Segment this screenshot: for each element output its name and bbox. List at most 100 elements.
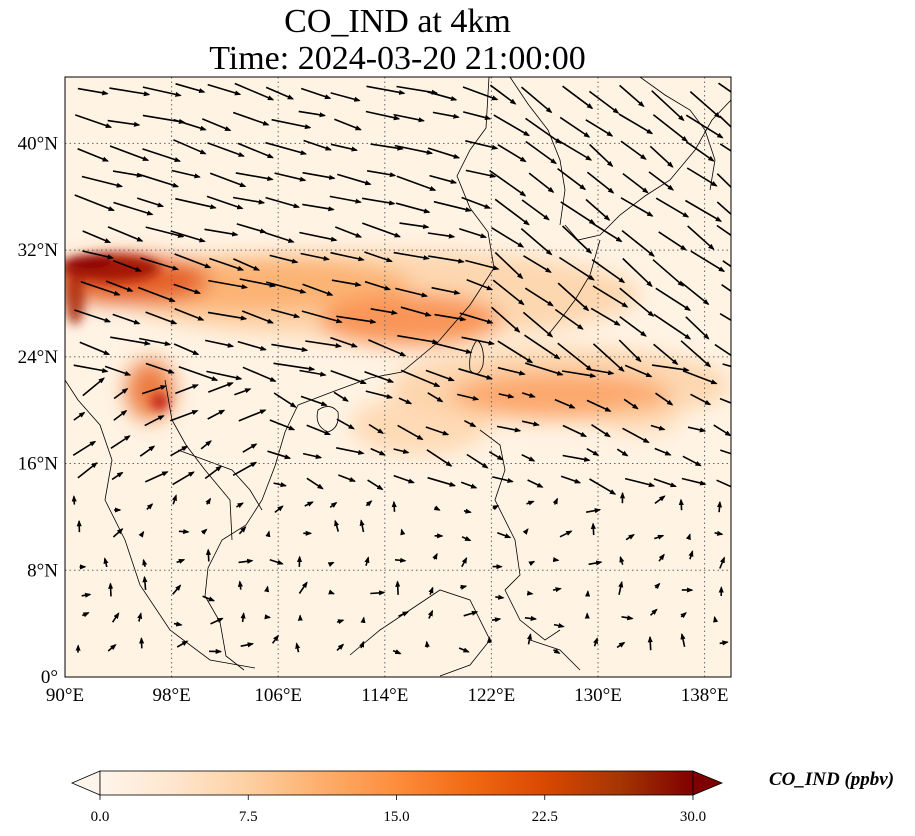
wind-arrow (719, 313, 731, 322)
wind-arrow (79, 341, 111, 356)
wind-arrow (232, 196, 266, 205)
wind-arrow (81, 612, 90, 618)
wind-arrow (204, 228, 239, 237)
wind-arrow (208, 279, 249, 290)
wind-arrow (654, 447, 672, 456)
wind-arrow (491, 306, 521, 333)
wind-arrow (73, 411, 86, 421)
wind-arrow (585, 198, 611, 221)
wind-arrow (172, 584, 182, 595)
wind-arrow (655, 392, 674, 406)
wind-arrow (400, 369, 441, 388)
colorbar-tick-label: 7.5 (239, 809, 258, 825)
wind-arrow (337, 173, 372, 186)
wind-arrow (721, 284, 731, 293)
wind-arrow (139, 445, 156, 457)
wind-arrow (460, 584, 468, 590)
wind-arrow (555, 138, 593, 161)
wind-arrow (427, 147, 461, 159)
wind-arrow (173, 118, 207, 131)
wind-arrow (524, 615, 538, 621)
wind-arrow (658, 553, 665, 562)
wind-arrow (680, 340, 712, 368)
wind-arrow (173, 343, 200, 356)
wind-arrow (620, 197, 654, 217)
wind-arrow (616, 448, 629, 457)
wind-arrow (81, 592, 92, 598)
wind-arrow (77, 462, 98, 479)
wind-arrow (457, 393, 480, 401)
wind-arrow (589, 478, 617, 495)
wind-arrow (364, 556, 370, 566)
wind-arrow (465, 140, 499, 150)
lon-tick-label: 90°E (46, 685, 84, 706)
wind-arrow (146, 503, 154, 510)
wind-arrow (716, 201, 731, 216)
wind-arrow (366, 170, 397, 178)
wind-arrow (654, 495, 666, 505)
wind-arrow (205, 339, 235, 348)
wind-arrow (82, 377, 105, 397)
wind-arrow (204, 465, 223, 480)
wind-arrow (111, 612, 120, 623)
wind-arrow (176, 558, 186, 564)
wind-arrow (680, 632, 686, 647)
lat-tick-label: 40°N (18, 133, 59, 154)
wind-arrow (619, 84, 645, 108)
wind-arrow (265, 530, 271, 538)
wind-arrow (298, 581, 308, 594)
longitude-labels: 90°E 98°E 106°E 114°E 122°E 130°E 138°E (46, 685, 729, 706)
wind-arrow (178, 529, 190, 535)
lat-tick-label: 24°N (18, 347, 59, 368)
wind-arrow (424, 640, 430, 648)
wind-arrow (718, 82, 731, 93)
wind-arrow (107, 643, 117, 652)
wind-arrow (562, 85, 594, 110)
wind-arrow (648, 171, 675, 191)
wind-arrow (207, 409, 226, 420)
wind-arrow (525, 117, 562, 144)
wind-arrow (650, 424, 666, 431)
wind-arrow (112, 170, 144, 178)
wind-arrow (301, 310, 343, 324)
wind-arrow (588, 90, 620, 114)
wind-arrow (526, 500, 535, 506)
wind-arrow (175, 197, 217, 210)
wind-arrow (336, 418, 355, 430)
wind-arrow (105, 280, 134, 292)
wind-arrow (495, 594, 505, 600)
wind-arrow (653, 313, 692, 340)
wind-arrow (330, 92, 361, 102)
wind-arrow (464, 419, 477, 428)
wind-arrow (206, 370, 243, 381)
wind-arrow (716, 173, 731, 189)
wind-arrow (429, 174, 458, 184)
colorbar: 0.0 7.5 15.0 22.5 30.0 (70, 770, 724, 825)
wind-arrow (267, 450, 292, 460)
wind-arrow (722, 363, 731, 368)
wind-arrow (428, 586, 434, 595)
wind-arrow (77, 147, 109, 162)
wind-arrow (590, 307, 621, 326)
wind-arrow (690, 250, 726, 272)
wind-arrow (720, 449, 731, 455)
wind-arrow (395, 202, 431, 214)
wind-arrow (428, 255, 465, 264)
wind-arrow (398, 397, 413, 405)
wind-arrow (302, 171, 336, 180)
wind-arrow (205, 497, 211, 505)
lon-tick-label: 98°E (152, 685, 190, 706)
wind-arrow (649, 145, 674, 168)
lon-tick-label: 138°E (681, 685, 729, 706)
wind-arrow (174, 253, 212, 269)
wind-arrow (494, 198, 530, 226)
wind-arrow (200, 440, 212, 450)
wind-arrow (273, 362, 316, 372)
wind-arrow (397, 424, 424, 441)
wind-arrow (494, 251, 524, 280)
wind-arrow (269, 419, 296, 431)
wind-arrow (336, 643, 345, 651)
wind-arrow (338, 474, 356, 482)
wind-arrow (462, 86, 499, 101)
wind-arrow (335, 226, 363, 238)
